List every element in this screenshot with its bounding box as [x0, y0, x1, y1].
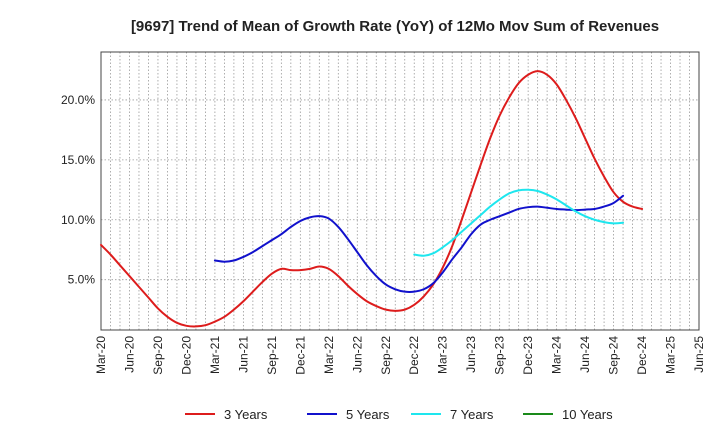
x-tick-label: Mar-22	[322, 336, 336, 374]
y-axis-ticks: 5.0% 10.0% 15.0% 20.0%	[61, 93, 95, 287]
x-tick-label: Sep-22	[379, 336, 393, 375]
x-tick-label: Mar-23	[436, 336, 450, 374]
plot-area	[100, 51, 700, 331]
x-tick-label: Dec-24	[635, 336, 649, 375]
x-tick-label: Sep-23	[493, 336, 507, 375]
x-tick-label: Dec-23	[521, 336, 535, 375]
x-tick-label: Sep-24	[607, 336, 621, 375]
legend-label-7-years: 7 Years	[450, 407, 494, 422]
chart-title: [9697] Trend of Mean of Growth Rate (YoY…	[131, 18, 659, 35]
legend-label-10-years: 10 Years	[562, 407, 613, 422]
legend: 3 Years 5 Years 7 Years 10 Years	[185, 407, 613, 422]
x-tick-label: Jun-22	[350, 336, 364, 373]
y-tick-label: 10.0%	[61, 213, 95, 227]
y-tick-label: 15.0%	[61, 153, 95, 167]
series-line-3-years	[100, 70, 644, 328]
x-tick-label: Mar-25	[664, 336, 678, 374]
x-tick-label: Mar-20	[94, 336, 108, 374]
x-tick-label: Dec-21	[293, 336, 307, 375]
x-tick-label: Mar-24	[550, 336, 564, 374]
y-tick-label: 5.0%	[68, 273, 96, 287]
x-axis-ticks: Mar-20 Jun-20 Sep-20 Dec-20 Mar-21 Jun-21 Sep-…	[94, 336, 706, 375]
legend-label-3-years: 3 Years	[224, 407, 268, 422]
legend-label-5-years: 5 Years	[346, 407, 390, 422]
x-tick-label: Sep-20	[151, 336, 165, 375]
series-line-5-years	[213, 194, 625, 293]
series-lines	[100, 70, 644, 328]
y-tick-label: 20.0%	[61, 93, 95, 107]
x-tick-label: Jun-20	[122, 336, 136, 373]
x-tick-label: Dec-22	[407, 336, 421, 375]
x-tick-label: Jun-24	[578, 336, 592, 373]
x-tick-label: Mar-21	[208, 336, 222, 374]
x-tick-label: Sep-21	[265, 336, 279, 375]
x-tick-label: Dec-20	[179, 336, 193, 375]
series-line-7-years	[413, 188, 625, 257]
x-tick-label: Jun-23	[464, 336, 478, 373]
grid	[101, 52, 699, 330]
x-tick-label: Jun-25	[692, 336, 706, 373]
x-tick-label: Jun-21	[236, 336, 250, 373]
